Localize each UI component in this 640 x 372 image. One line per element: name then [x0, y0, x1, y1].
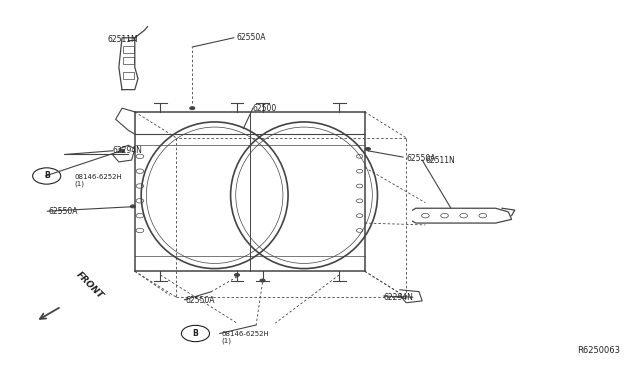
Circle shape: [365, 147, 371, 150]
Text: B: B: [193, 329, 198, 338]
Text: 62511M: 62511M: [108, 35, 138, 44]
Text: 62550A: 62550A: [49, 208, 78, 217]
Text: R6250063: R6250063: [577, 346, 620, 355]
Text: 62550A: 62550A: [406, 154, 436, 163]
Circle shape: [120, 149, 125, 152]
Text: B: B: [44, 171, 49, 180]
Text: 62500: 62500: [253, 104, 277, 113]
Circle shape: [131, 205, 136, 208]
Text: 62550A: 62550A: [186, 296, 216, 305]
Bar: [124, 46, 134, 52]
Text: 08146-6252H: 08146-6252H: [74, 174, 122, 180]
Text: 62550A: 62550A: [237, 33, 266, 42]
Circle shape: [189, 107, 195, 110]
Text: 62294N: 62294N: [113, 146, 142, 155]
Text: 62294N: 62294N: [384, 293, 413, 302]
Text: (1): (1): [221, 338, 231, 344]
Text: 08146-6252H: 08146-6252H: [221, 331, 269, 337]
Text: (1): (1): [74, 181, 84, 187]
Circle shape: [234, 273, 239, 276]
Text: FRONT: FRONT: [74, 270, 105, 301]
Text: 62511N: 62511N: [426, 155, 455, 164]
Circle shape: [260, 279, 265, 282]
Bar: [124, 57, 134, 64]
Bar: [124, 72, 134, 78]
